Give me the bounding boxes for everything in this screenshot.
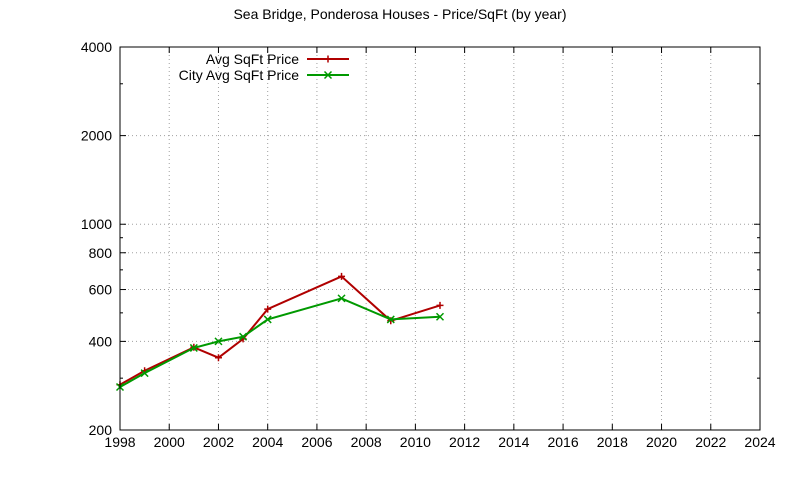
x-tick-label: 2012	[449, 434, 480, 450]
y-tick-label: 2000	[81, 128, 112, 144]
data-point	[323, 70, 333, 80]
axis-ticks: 1998 2000 2002 2004 2006 2008 2010 2012 2014 2016…	[81, 39, 776, 450]
legend-label: Avg SqFt Price	[206, 51, 299, 67]
data-point	[435, 312, 445, 321]
x-tick-label: 2002	[203, 434, 234, 450]
y-tick-label: 600	[89, 282, 113, 298]
x-tick-label: 2006	[301, 434, 332, 450]
x-tick-label: 2010	[400, 434, 431, 450]
series-line-1	[119, 275, 441, 386]
plot-frame	[119, 46, 761, 431]
x-tick-label: 2018	[597, 434, 628, 450]
x-tick-label: 1998	[104, 434, 135, 450]
data-point	[338, 272, 346, 280]
grid-lines	[120, 47, 760, 430]
data-point	[337, 294, 346, 303]
data-point	[214, 354, 222, 362]
data-point	[189, 343, 198, 352]
data-point	[324, 55, 332, 63]
chart-title: Sea Bridge, Ponderosa Houses - Price/SqF…	[233, 6, 566, 22]
x-tick-label: 2014	[498, 434, 529, 450]
data-point	[263, 315, 272, 324]
series-layer	[115, 272, 445, 392]
x-tick-label: 2020	[646, 434, 677, 450]
y-tick-label: 1000	[81, 216, 112, 232]
y-tick-label: 200	[89, 422, 113, 438]
x-tick-label: 2024	[744, 434, 775, 450]
data-point	[214, 337, 223, 346]
data-point	[140, 369, 149, 378]
data-point	[436, 301, 444, 309]
y-tick-label: 800	[89, 245, 113, 261]
x-tick-label: 2008	[351, 434, 382, 450]
y-tick-label: 400	[89, 333, 113, 349]
data-point	[386, 315, 395, 324]
x-tick-label: 2016	[547, 434, 578, 450]
legend-label: City Avg SqFt Price	[179, 67, 300, 83]
data-point	[264, 305, 272, 313]
x-tick-label: 2000	[154, 434, 185, 450]
data-point	[239, 332, 248, 341]
series-line-2	[119, 297, 441, 388]
y-tick-label: 4000	[81, 39, 112, 55]
x-tick-label: 2004	[252, 434, 283, 450]
x-tick-label: 2022	[695, 434, 726, 450]
